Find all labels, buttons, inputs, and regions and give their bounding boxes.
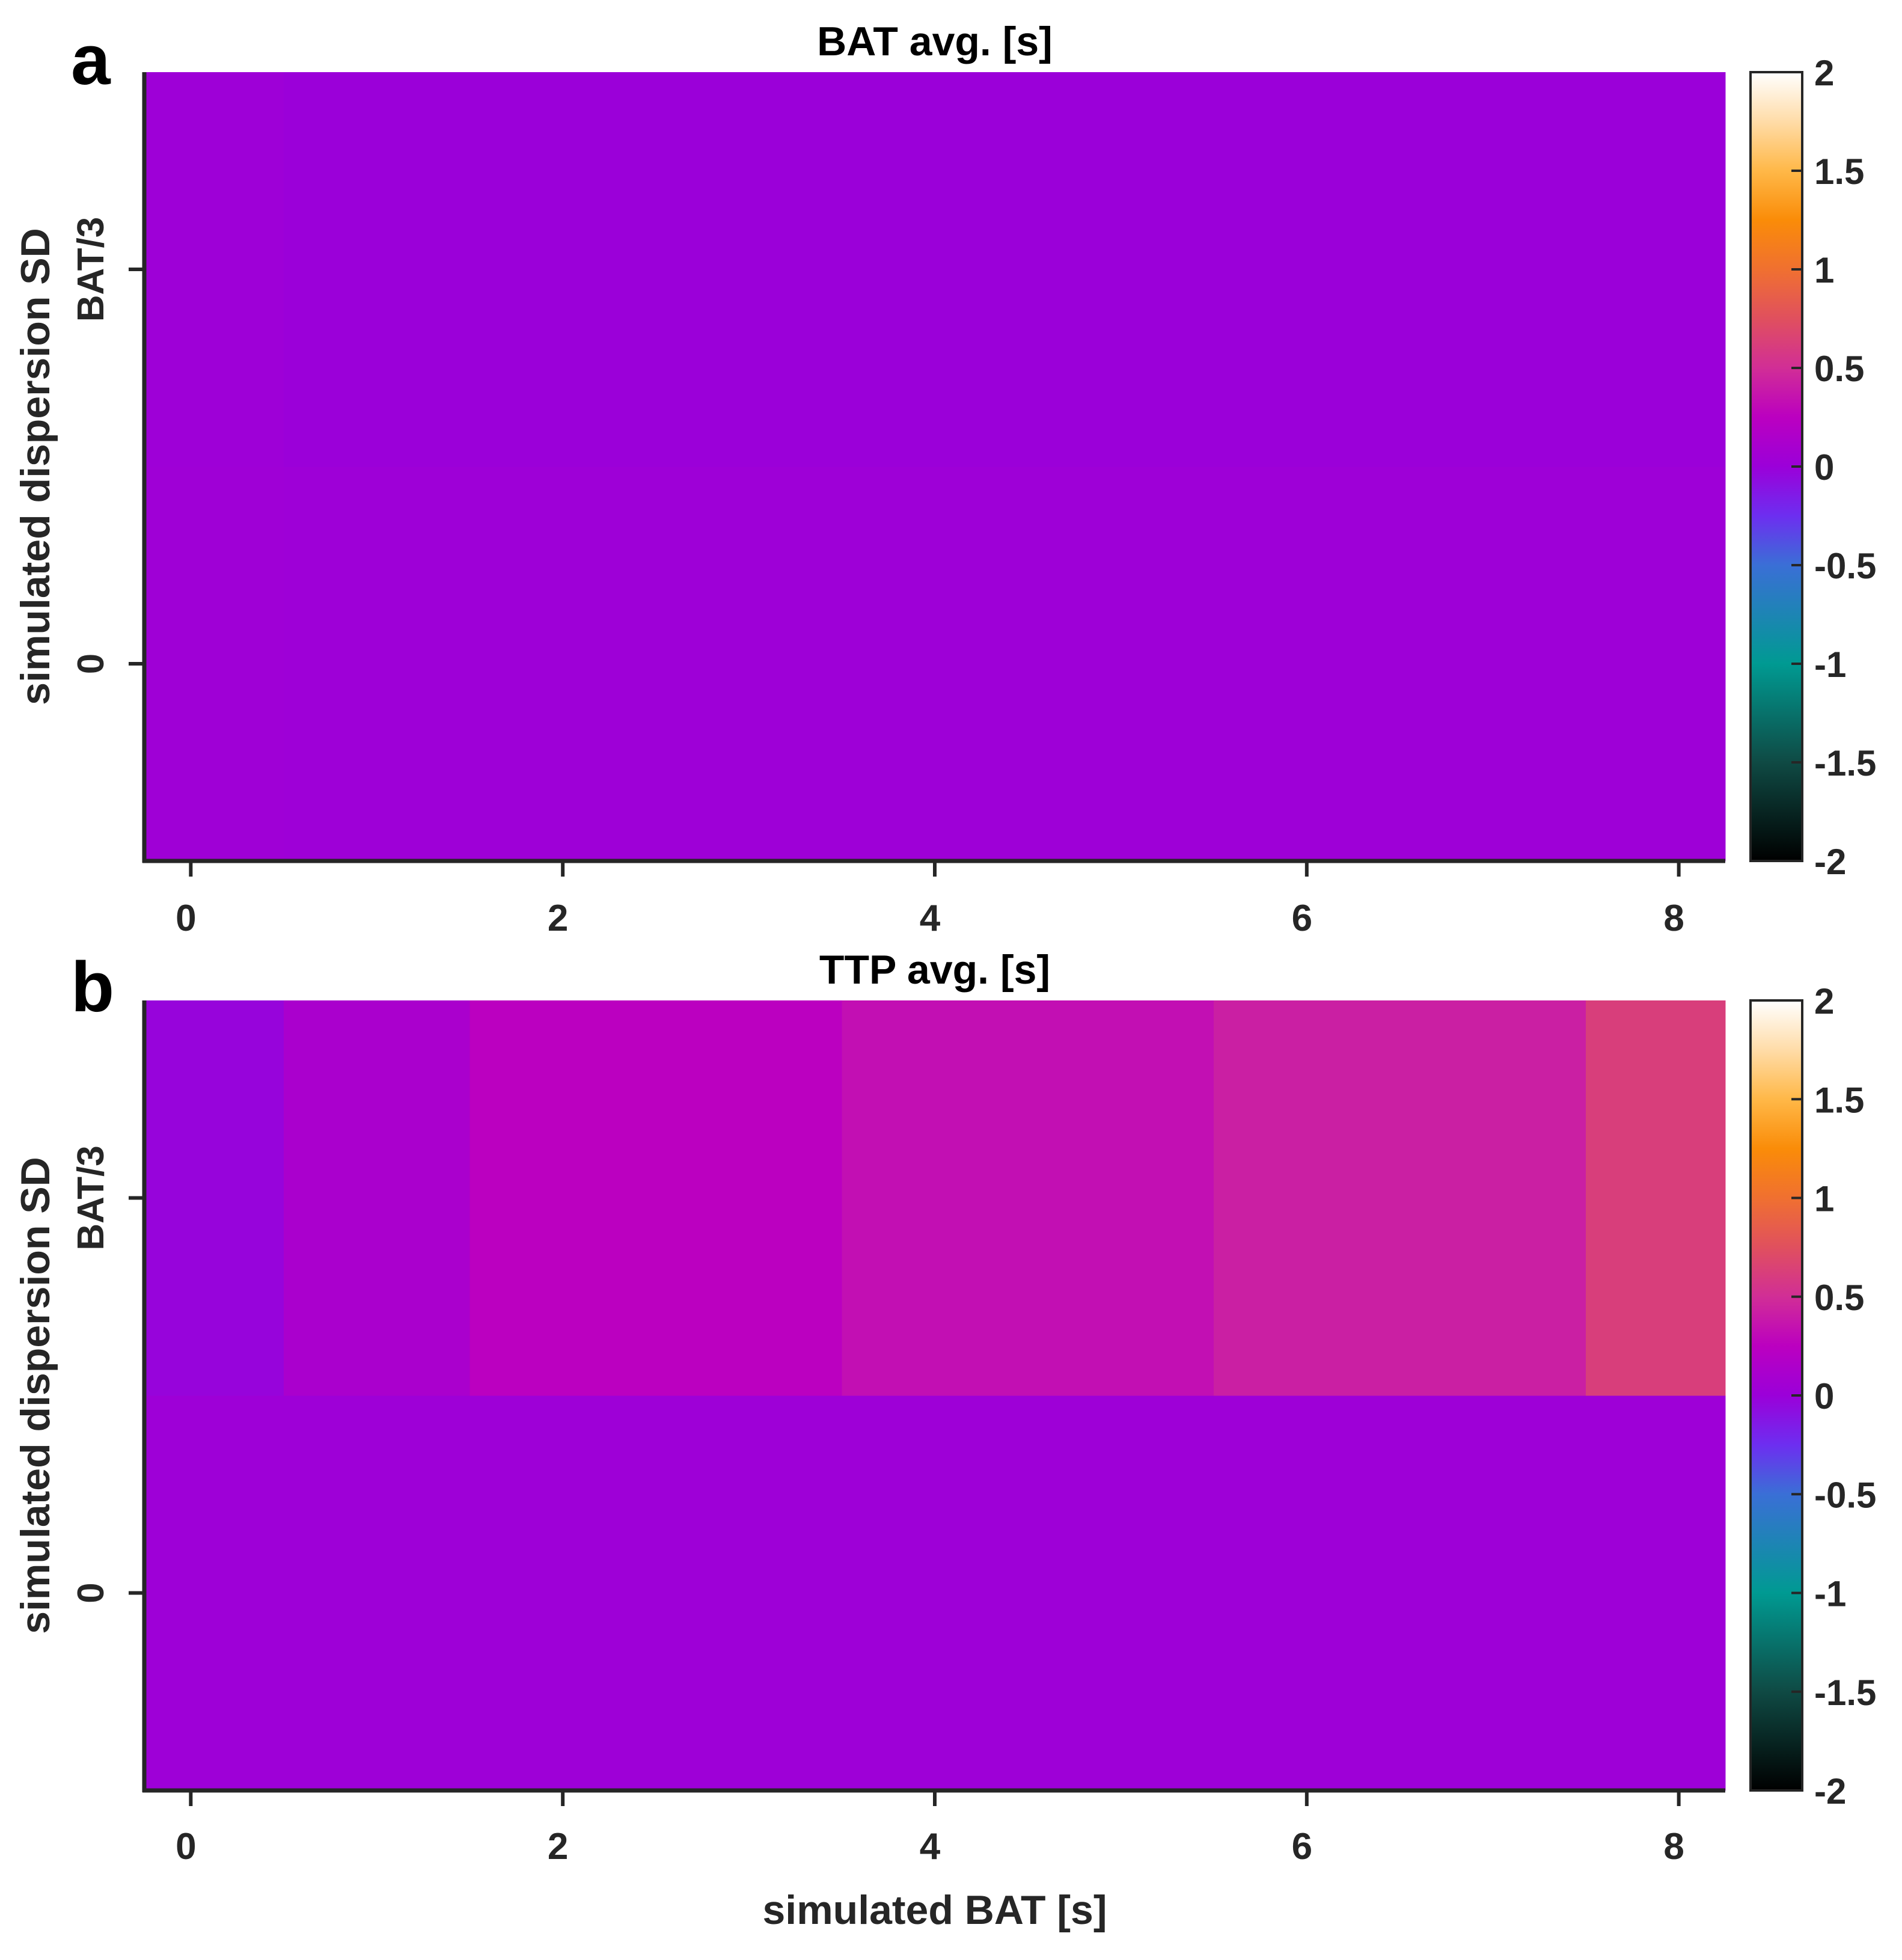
heatmap-cell	[1027, 1000, 1214, 1396]
heatmap-cell	[1027, 72, 1214, 467]
colorbar-tick-label: 0.5	[1814, 349, 1864, 389]
heatmap-cell	[284, 467, 470, 862]
heatmap-cell	[842, 1395, 1029, 1791]
heatmap-cell	[1214, 1395, 1401, 1791]
heatmap-cell	[144, 72, 284, 467]
y-axis-label: simulated dispersion SD	[13, 228, 58, 705]
colorbar-tick-label: -2	[1814, 842, 1846, 882]
chart-title: TTP avg. [s]	[819, 947, 1050, 993]
heatmap-cell	[655, 1000, 842, 1396]
panel-a: 0 2 4 6 8 0 BAT/3 simulated dispersion SD BAT av…	[13, 19, 1876, 939]
x-tick-label: 0	[176, 1826, 196, 1867]
heatmap-cell	[1214, 72, 1401, 467]
heatmap-cell	[1214, 467, 1401, 862]
colorbar-tick-label: -1.5	[1814, 1673, 1876, 1713]
heatmap-cell	[144, 1395, 284, 1791]
x-tick-label: 6	[1292, 1826, 1312, 1867]
x-tick-label: 2	[548, 1826, 568, 1867]
y-tick-label: BAT/3	[70, 1145, 112, 1251]
heatmap-cell	[469, 467, 656, 862]
heatmap-cell	[1399, 467, 1586, 862]
heatmap-cell	[842, 72, 1029, 467]
x-tick-label: 8	[1663, 898, 1684, 939]
chart-title: BAT avg. [s]	[817, 19, 1053, 64]
panel-b: 0 2 4 6 8 0 BAT/3 simulated dispersion SD TTP av…	[13, 947, 1876, 1933]
y-tick-label: 0	[70, 1582, 112, 1603]
colorbar-tick-label: -1	[1814, 645, 1846, 685]
x-tick-label: 4	[920, 898, 941, 939]
colorbar-tick-label: -1	[1814, 1574, 1846, 1614]
heatmap-cell	[469, 1395, 656, 1791]
colorbar-tick-label: 1.5	[1814, 1080, 1864, 1120]
x-tick-label: 6	[1292, 898, 1312, 939]
colorbar-tick-label: -0.5	[1814, 546, 1876, 586]
y-tick-label: BAT/3	[70, 217, 112, 322]
colorbar-tick-label: -0.5	[1814, 1475, 1876, 1515]
x-tick-label: 4	[920, 1826, 941, 1867]
x-tick-label: 2	[548, 898, 568, 939]
heatmap-cell	[284, 1395, 470, 1791]
heatmap-cell	[655, 72, 842, 467]
panel-label: b	[71, 948, 114, 1027]
colorbar-tick-label: 0	[1814, 1376, 1834, 1416]
colorbar: 2 1.5 1 0.5 0 -0.5 -1 -1.5 -2	[1749, 981, 1876, 1811]
colorbar-tick-label: 1	[1814, 1179, 1834, 1219]
heatmap-cell	[469, 1000, 656, 1396]
heatmap-cell	[655, 1395, 842, 1791]
heatmap-cell	[1399, 1000, 1586, 1396]
colorbar-tick-label: -2	[1814, 1771, 1846, 1811]
x-tick-label: 0	[176, 898, 196, 939]
heatmap-cell	[655, 467, 842, 862]
colorbar-tick-label: 1.5	[1814, 152, 1864, 192]
heatmap-cell	[1399, 72, 1586, 467]
heatmap-cell	[1399, 1395, 1586, 1791]
colorbar-tick-label: 1	[1814, 250, 1834, 290]
heatmap-cell	[842, 1000, 1029, 1396]
colorbar-tick-label: -1.5	[1814, 743, 1876, 783]
colorbar-tick-label: 2	[1814, 53, 1834, 93]
panel-label: a	[71, 20, 111, 100]
x-axis-label: simulated BAT [s]	[762, 1887, 1107, 1933]
x-tick-label: 8	[1663, 1826, 1684, 1867]
heatmap-cell	[1214, 1000, 1401, 1396]
heatmap-cell	[1585, 1000, 1726, 1396]
y-axis-label: simulated dispersion SD	[13, 1157, 58, 1634]
heatmap-cell	[284, 72, 470, 467]
heatmap-cell	[144, 1000, 284, 1396]
heatmap-cell	[1027, 1395, 1214, 1791]
heatmap-cell	[1585, 72, 1726, 467]
colorbar-tick-label: 0	[1814, 447, 1834, 488]
colorbar-tick-label: 2	[1814, 981, 1834, 1021]
colorbar-tick-label: 0.5	[1814, 1278, 1864, 1318]
heatmap-cell	[469, 72, 656, 467]
heatmap-cell	[1585, 1395, 1726, 1791]
y-tick-label: 0	[70, 654, 112, 674]
heatmap-cell	[842, 467, 1029, 862]
heatmap-cell	[1585, 467, 1726, 862]
colorbar: 2 1.5 1 0.5 0 -0.5 -1 -1.5 -2	[1749, 53, 1876, 882]
heatmap-cell	[284, 1000, 470, 1396]
heatmap-cell	[1027, 467, 1214, 862]
heatmap-cell	[144, 467, 284, 862]
